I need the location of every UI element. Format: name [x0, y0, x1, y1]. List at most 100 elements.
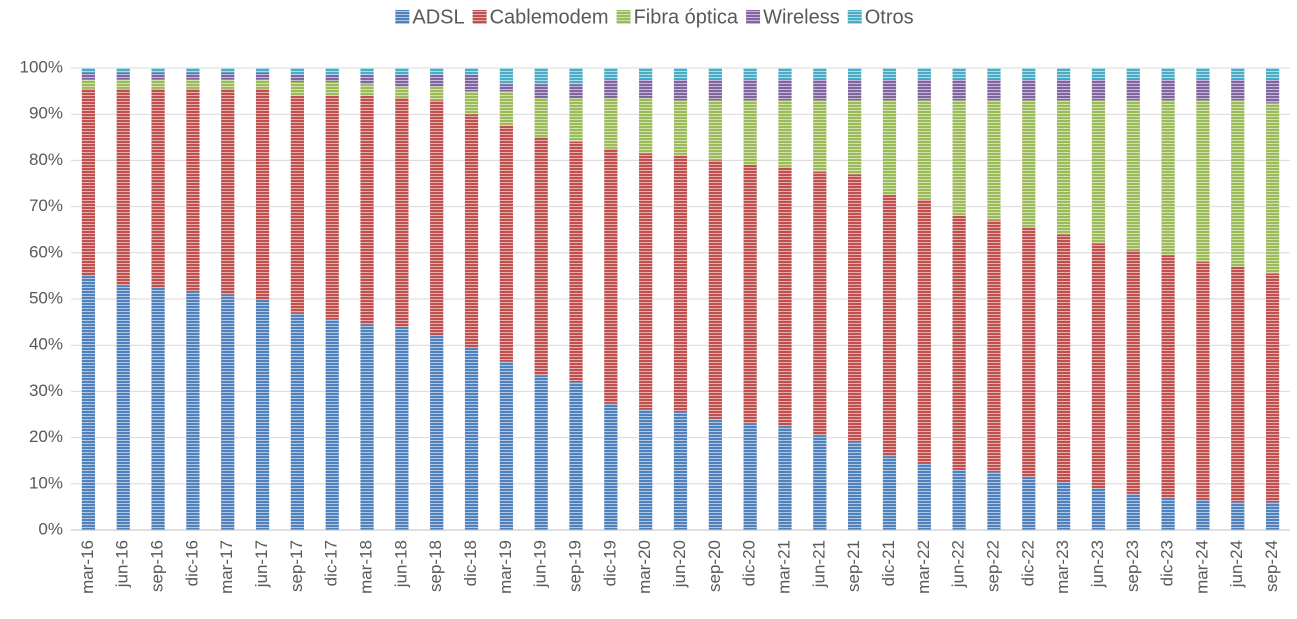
- bar-segment: [325, 319, 339, 530]
- bar-segment: [116, 72, 130, 80]
- x-tick-label: mar-16: [78, 540, 97, 594]
- bar-segment: [186, 292, 200, 530]
- bar-segment: [813, 171, 827, 436]
- x-tick-label: jun-17: [252, 540, 271, 588]
- bar-segment: [952, 215, 966, 470]
- bar-segment: [464, 91, 479, 115]
- bar-segment: [186, 68, 200, 73]
- x-tick-label: dic-16: [182, 540, 201, 586]
- bar-segment: [255, 79, 270, 89]
- bar-segment: [395, 98, 409, 327]
- bar-segment: [290, 68, 305, 75]
- bar-segment: [569, 98, 583, 142]
- bar-segment: [987, 472, 1001, 530]
- bar-segment: [778, 68, 792, 80]
- bar-segment: [917, 199, 931, 464]
- bar-segment: [848, 174, 862, 443]
- bar-segment: [1265, 102, 1280, 274]
- bar-segment: [1161, 79, 1175, 101]
- bar-segment: [1091, 79, 1106, 101]
- x-tick-label: dic-21: [879, 540, 898, 586]
- bar-segment: [430, 86, 444, 101]
- bar-segment: [1161, 100, 1175, 256]
- bar-segment: [534, 68, 548, 85]
- y-tick-label: 80%: [29, 150, 63, 169]
- y-tick-label: 0%: [38, 519, 63, 538]
- bar-segment: [1126, 79, 1140, 101]
- bar-segment: [952, 68, 966, 80]
- y-tick-label: 70%: [29, 196, 63, 215]
- legend-label: Fibra óptica: [634, 6, 739, 28]
- bar-segment: [255, 88, 270, 299]
- bar-segment: [813, 100, 827, 172]
- bar-segment: [882, 100, 897, 196]
- bar-segment: [778, 426, 792, 530]
- x-tick-label: sep-17: [287, 540, 306, 592]
- bar-segment: [464, 114, 479, 348]
- bar-segment: [848, 79, 862, 101]
- bar-segment: [1265, 502, 1280, 530]
- bar-segment: [882, 79, 897, 101]
- bar-segment: [395, 86, 409, 99]
- bar-segment: [464, 74, 479, 92]
- bar-segment: [952, 79, 966, 101]
- bar-segment: [708, 419, 722, 530]
- bar-segment: [813, 79, 827, 101]
- bar-segment: [325, 95, 339, 320]
- bar-segment: [464, 347, 479, 530]
- bar-segment: [1161, 255, 1175, 498]
- bar-segment: [708, 68, 722, 80]
- bar-segment: [116, 88, 130, 286]
- bar-segment: [673, 68, 688, 80]
- bar-segment: [1022, 79, 1036, 101]
- x-tick-label: mar-24: [1192, 540, 1211, 594]
- bar-segment: [430, 74, 444, 87]
- legend-swatch: [395, 10, 410, 24]
- bar-segment: [952, 100, 966, 216]
- bar-segment: [1231, 266, 1245, 503]
- bar-segment: [325, 81, 339, 96]
- x-tick-label: jun-24: [1227, 540, 1246, 588]
- x-tick-label: jun-16: [113, 540, 132, 588]
- bar-segment: [1056, 100, 1071, 235]
- bar-segment: [255, 72, 270, 80]
- bar-segment: [917, 463, 931, 530]
- bar-segment: [987, 220, 1001, 473]
- bar-segment: [604, 68, 618, 80]
- bar-segment: [708, 79, 722, 101]
- bar-segment: [430, 68, 444, 75]
- bar-segment: [639, 153, 653, 410]
- bar-segment: [395, 326, 409, 530]
- bar-segment: [430, 335, 444, 530]
- y-tick-label: 60%: [29, 242, 63, 261]
- bar-segment: [848, 68, 862, 80]
- bar-segment: [1196, 68, 1210, 80]
- legend-swatch: [746, 10, 761, 24]
- bar-segment: [1231, 68, 1245, 80]
- bar-segment: [1161, 497, 1175, 530]
- bar-segment: [743, 100, 757, 166]
- bar-segment: [1196, 79, 1210, 101]
- x-tick-label: mar-22: [914, 540, 933, 594]
- bar-segment: [882, 456, 897, 530]
- bar-segment: [569, 84, 583, 99]
- x-tick-label: mar-20: [635, 540, 654, 594]
- bar-segment: [1196, 499, 1210, 530]
- bar-segment: [1056, 481, 1071, 530]
- x-tick-label: mar-19: [496, 540, 515, 594]
- bar-segment: [848, 100, 862, 175]
- bar-segment: [639, 68, 653, 80]
- bar-segment: [743, 423, 757, 530]
- bar-segment: [639, 98, 653, 154]
- x-tick-label: dic-18: [461, 540, 480, 586]
- bar-segment: [673, 412, 688, 530]
- y-tick-label: 30%: [29, 381, 63, 400]
- bar-segment: [360, 74, 374, 85]
- bar-segment: [1091, 68, 1106, 80]
- bar-segment: [534, 375, 548, 530]
- bar-segment: [1091, 100, 1106, 244]
- bar-segment: [743, 68, 757, 80]
- y-tick-label: 20%: [29, 427, 63, 446]
- bar-segment: [917, 68, 931, 80]
- bar-segment: [221, 72, 235, 80]
